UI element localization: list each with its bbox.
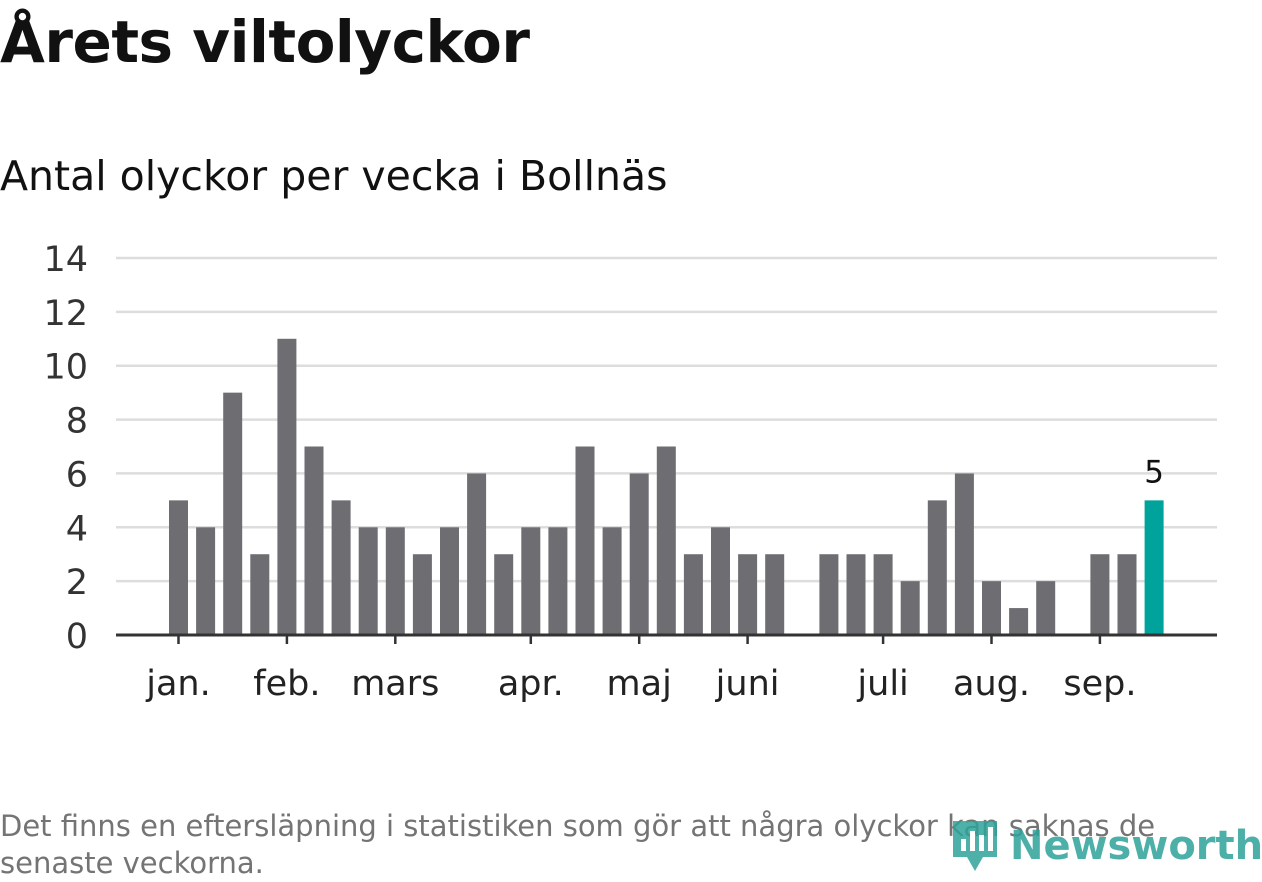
bar — [873, 554, 893, 635]
bar — [711, 527, 730, 635]
bar — [169, 500, 188, 635]
x-tick-label: apr. — [498, 664, 564, 704]
bar — [1036, 581, 1056, 635]
x-tick-label: juli — [856, 664, 908, 704]
bar — [900, 581, 920, 635]
bar — [846, 554, 866, 635]
bar — [223, 392, 243, 635]
bar — [982, 581, 1001, 635]
y-tick-label: 6 — [66, 455, 88, 495]
x-axis — [116, 633, 1217, 644]
y-tick-label: 2 — [66, 563, 88, 603]
x-tick-label: jan. — [145, 664, 210, 704]
bar — [494, 554, 514, 635]
y-tick-label: 12 — [43, 294, 88, 334]
bar — [575, 446, 595, 635]
bar — [358, 527, 378, 635]
bar — [304, 446, 324, 635]
y-tick-label: 0 — [66, 617, 88, 657]
bar — [521, 527, 541, 635]
data-label: 5 — [1144, 454, 1164, 490]
brand-name: Newsworthy — [1010, 823, 1262, 869]
bar — [683, 554, 703, 635]
bar — [927, 500, 947, 635]
x-tick-label: maj — [607, 664, 672, 704]
bar — [331, 500, 351, 635]
bar — [412, 554, 432, 635]
x-tick-label: aug. — [953, 664, 1030, 704]
bar — [440, 527, 459, 635]
bar — [629, 473, 649, 635]
bar — [738, 554, 758, 635]
bar — [1009, 608, 1029, 635]
y-tick-label: 8 — [66, 402, 88, 442]
bar — [656, 446, 676, 635]
brand-logo: Newsworthy — [950, 815, 1262, 877]
newsworthy-logo-icon — [953, 821, 997, 871]
y-tick-label: 10 — [43, 348, 88, 388]
x-tick-label: mars — [351, 664, 439, 704]
bar — [250, 554, 270, 635]
x-tick-label: juni — [715, 664, 780, 704]
bars — [169, 338, 1164, 635]
x-tick-label: feb. — [253, 664, 320, 704]
bar — [765, 554, 785, 635]
chart-title: Årets viltolyckor — [0, 8, 530, 76]
x-tick-label: sep. — [1063, 664, 1136, 704]
y-tick-label: 14 — [43, 240, 88, 280]
bar — [1090, 554, 1110, 635]
bar — [602, 527, 622, 635]
y-tick-label: 4 — [66, 509, 88, 549]
bar — [548, 527, 568, 635]
bar — [1117, 554, 1137, 635]
bar-highlight — [1144, 500, 1164, 635]
bar — [385, 527, 405, 635]
chart-subtitle: Antal olyckor per vecka i Bollnäs — [0, 152, 668, 200]
axis-labels: 0 2 4 6 8 10 12 14 jan. feb. mars apr. maj juni juli au… — [43, 240, 1164, 704]
bar — [954, 473, 974, 635]
bar — [277, 338, 297, 635]
bar — [819, 554, 839, 635]
bar — [467, 473, 487, 635]
bar — [196, 527, 216, 635]
